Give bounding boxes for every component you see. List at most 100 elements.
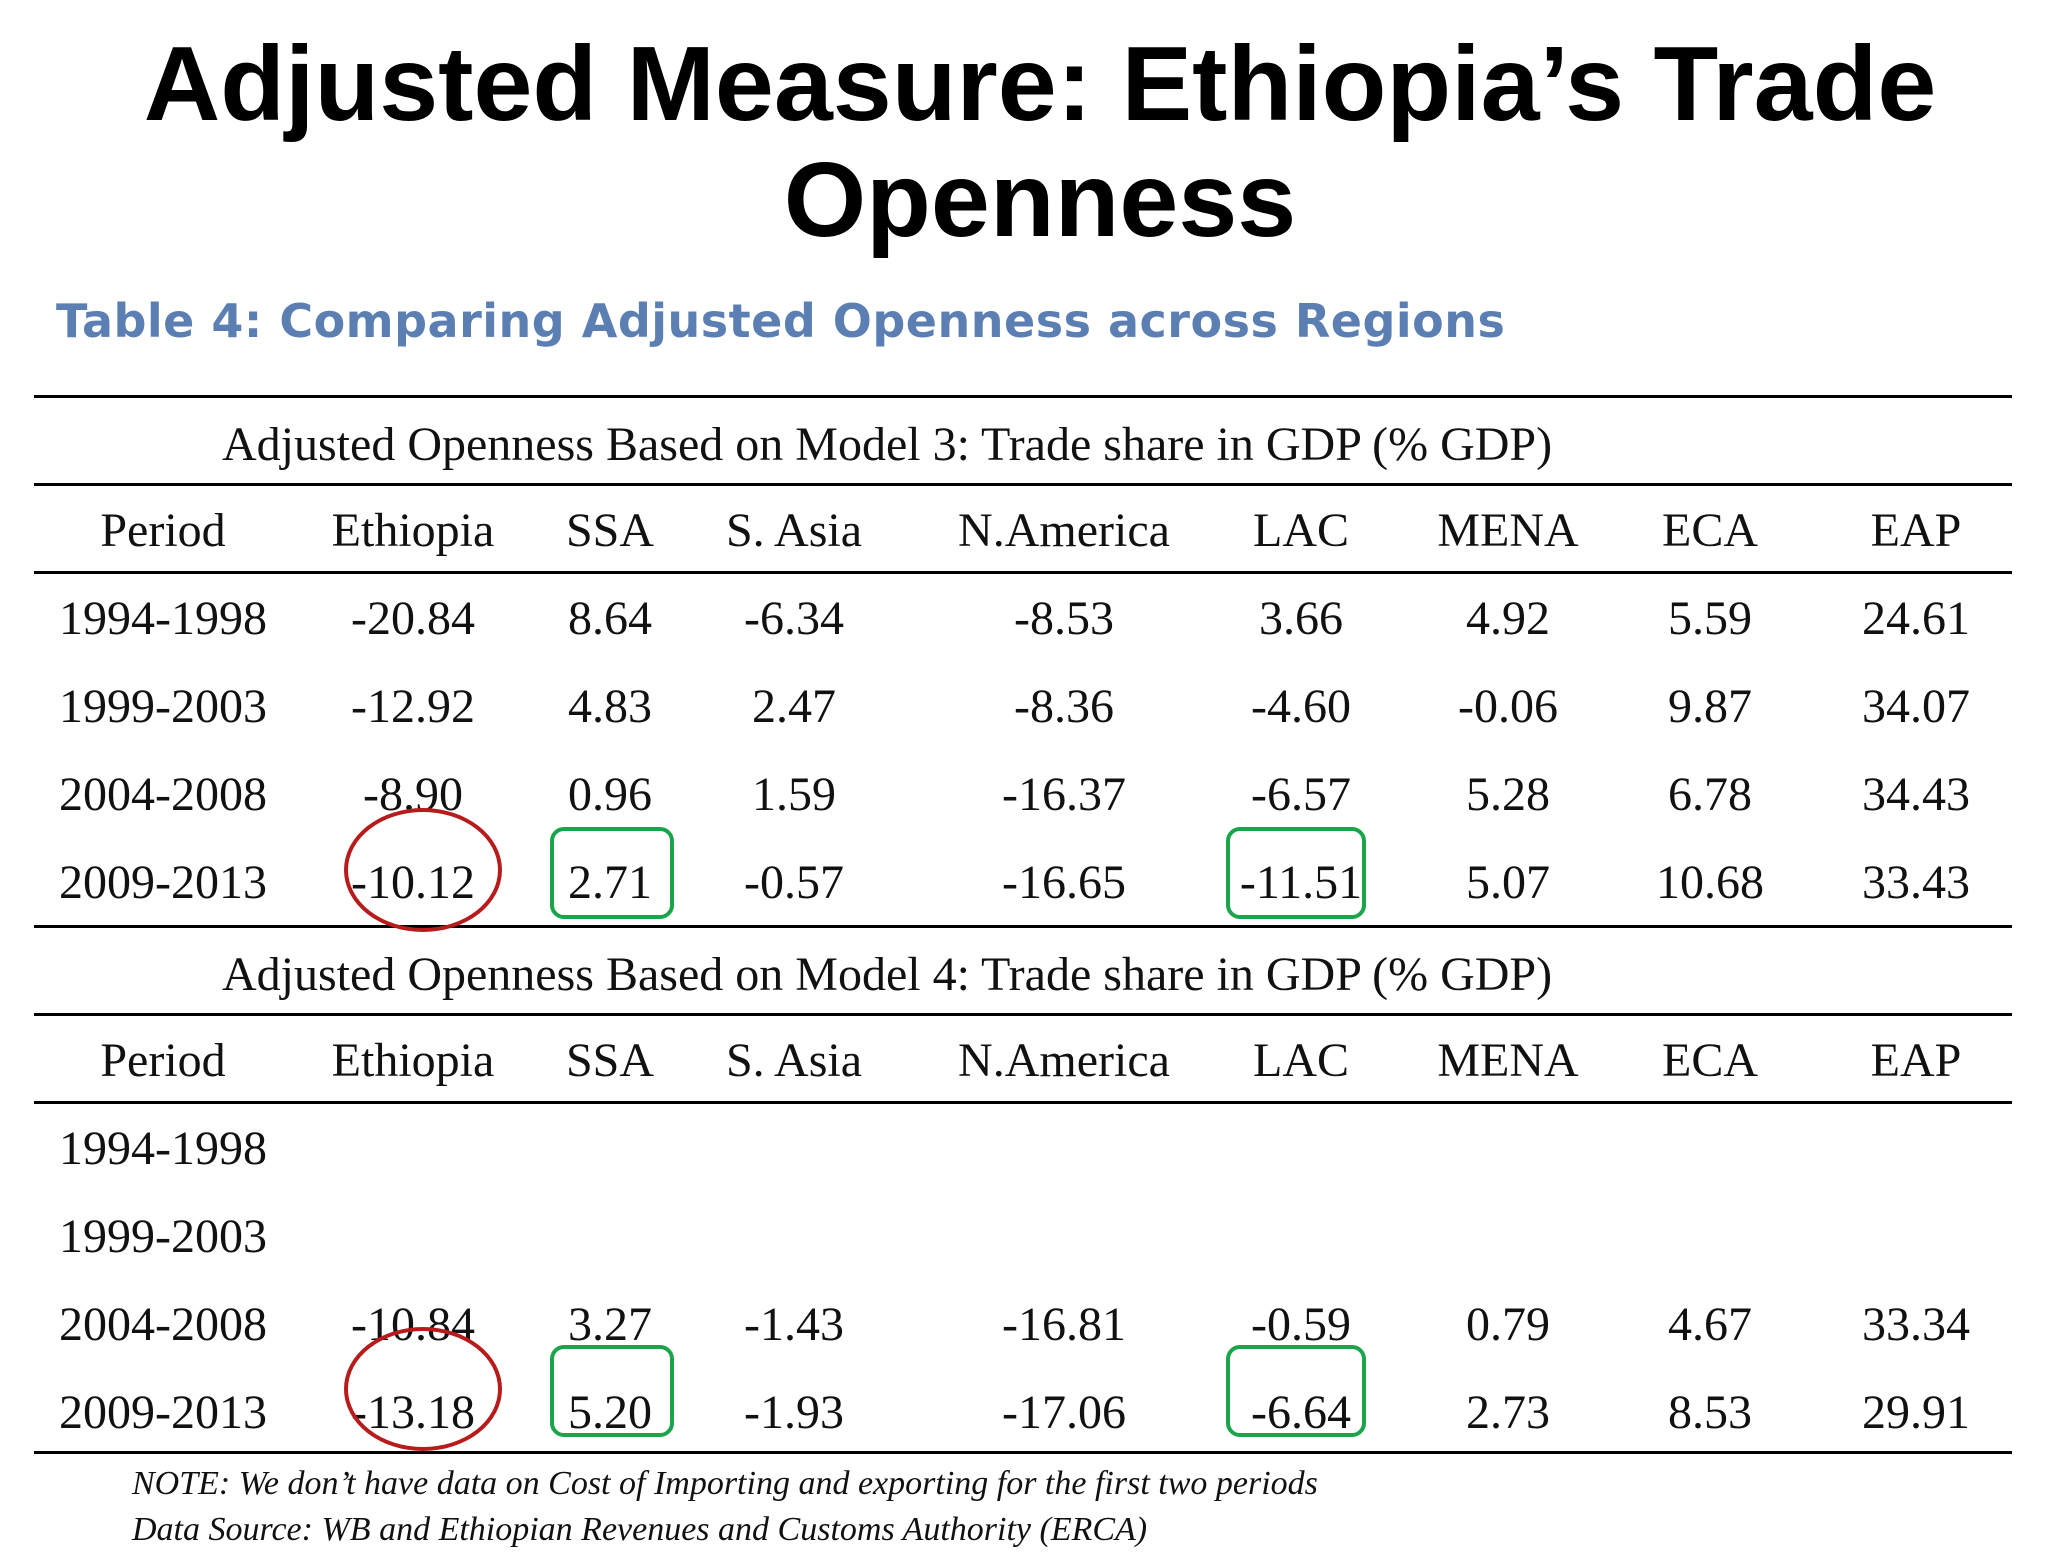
ssa-highlight-box xyxy=(550,1345,674,1437)
panel-1-column-header-row: Period Ethiopia SSA S. Asia N.America LAC MENA… xyxy=(0,487,2048,575)
column-header: Period xyxy=(100,504,226,557)
table-caption: Table 4: Comparing Adjusted Openness acr… xyxy=(56,294,1506,348)
slide-title: Adjusted Measure: Ethiopia’s Trade Openn… xyxy=(0,26,2048,258)
value-cell: 1.59 xyxy=(752,768,836,821)
value-cell: 10.68 xyxy=(1656,856,1764,909)
value-cell: 0.79 xyxy=(1466,1298,1550,1351)
table-row: 1994-1998 xyxy=(0,1105,2048,1193)
data-source: Data Source: WB and Ethiopian Revenues a… xyxy=(132,1511,1148,1548)
period-cell: 1994-1998 xyxy=(59,592,267,645)
value-cell: 2.73 xyxy=(1466,1386,1550,1439)
value-cell: -6.57 xyxy=(1251,768,1351,821)
column-header: MENA xyxy=(1437,1034,1579,1087)
value-cell: 4.83 xyxy=(568,680,652,733)
value-cell: -12.92 xyxy=(351,680,475,733)
value-cell: -8.53 xyxy=(1014,592,1114,645)
value-cell: -0.57 xyxy=(744,856,844,909)
value-cell: 8.53 xyxy=(1668,1386,1752,1439)
panel-2-heading-rule xyxy=(34,1013,2012,1016)
value-cell: -16.37 xyxy=(1002,768,1126,821)
column-header: ECA xyxy=(1662,504,1758,557)
column-header: N.America xyxy=(958,504,1170,557)
value-cell: -11.51 xyxy=(1239,856,1363,909)
value-cell: 6.78 xyxy=(1668,768,1752,821)
column-header: S. Asia xyxy=(725,1034,863,1087)
column-header: Ethiopia xyxy=(331,504,495,557)
value-cell: -1.43 xyxy=(744,1298,844,1351)
lac-highlight-box xyxy=(1226,827,1366,919)
value-cell: 2.47 xyxy=(752,680,836,733)
panel-1-header-rule xyxy=(34,571,2012,574)
column-header: Period xyxy=(100,1034,226,1087)
value-cell: -0.59 xyxy=(1251,1298,1351,1351)
table-row: 2004-2008 -8.90 0.96 1.59 -16.37 -6.57 5.28 6.7… xyxy=(0,751,2048,839)
table-row: 1994-1998 -20.84 8.64 -6.34 -8.53 3.66 4.92 5.5… xyxy=(0,575,2048,663)
column-header: S. Asia xyxy=(725,504,863,557)
value-cell: 2.71 xyxy=(568,856,652,909)
column-header: SSA xyxy=(565,504,655,557)
panel-1-heading: Adjusted Openness Based on Model 3: Trad… xyxy=(222,418,1553,471)
table-row: 1999-2003 -12.92 4.83 2.47 -8.36 -4.60 -0.06 9.… xyxy=(0,663,2048,751)
column-header: EAP xyxy=(1870,504,1962,557)
period-cell: 2004-2008 xyxy=(59,1298,267,1351)
value-cell: 8.64 xyxy=(568,592,652,645)
value-cell: 4.92 xyxy=(1466,592,1550,645)
period-cell: 1994-1998 xyxy=(59,1122,267,1175)
value-cell: 3.27 xyxy=(568,1298,652,1351)
column-header: ECA xyxy=(1662,1034,1758,1087)
value-cell: 29.91 xyxy=(1862,1386,1970,1439)
column-header: Ethiopia xyxy=(331,1034,495,1087)
table-row: 1999-2003 xyxy=(0,1193,2048,1281)
lac-highlight-box xyxy=(1226,1345,1366,1437)
ethiopia-highlight-circle xyxy=(344,1327,502,1451)
period-cell: 2009-2013 xyxy=(59,1386,267,1439)
column-header: EAP xyxy=(1870,1034,1962,1087)
period-cell: 1999-2003 xyxy=(59,680,267,733)
table-note: NOTE: We don’t have data on Cost of Impo… xyxy=(132,1465,1318,1502)
column-header: LAC xyxy=(1253,504,1349,557)
value-cell: 34.07 xyxy=(1862,680,1970,733)
value-cell: 5.59 xyxy=(1668,592,1752,645)
period-cell: 2009-2013 xyxy=(59,856,267,909)
period-cell: 1999-2003 xyxy=(59,1210,267,1263)
slide-title-line-1: Adjusted Measure: Ethiopia’s Trade xyxy=(143,25,1937,143)
table-row: 2004-2008 -10.84 3.27 -1.43 -16.81 -0.59 0.79 4… xyxy=(0,1281,2048,1369)
value-cell: -6.34 xyxy=(744,592,844,645)
value-cell: -17.06 xyxy=(1002,1386,1126,1439)
table-row: 2009-2013 -10.12 2.71 -0.57 -16.65 -11.51 5.07… xyxy=(0,839,2048,927)
value-cell: -1.93 xyxy=(744,1386,844,1439)
column-header: SSA xyxy=(565,1034,655,1087)
value-cell: 9.87 xyxy=(1668,680,1752,733)
value-cell: 24.61 xyxy=(1862,592,1970,645)
ethiopia-highlight-circle xyxy=(344,808,502,932)
column-header: N.America xyxy=(958,1034,1170,1087)
column-header: LAC xyxy=(1253,1034,1349,1087)
ssa-highlight-box xyxy=(550,827,674,919)
value-cell: -4.60 xyxy=(1251,680,1351,733)
value-cell: -16.65 xyxy=(1002,856,1126,909)
value-cell: 34.43 xyxy=(1862,768,1970,821)
value-cell: -6.64 xyxy=(1251,1386,1351,1439)
value-cell: 5.20 xyxy=(568,1386,652,1439)
value-cell: -16.81 xyxy=(1002,1298,1126,1351)
panel-2-column-header-row: Period Ethiopia SSA S. Asia N.America LAC MENA… xyxy=(0,1017,2048,1105)
column-header: MENA xyxy=(1437,504,1579,557)
panel-1-heading-rule xyxy=(34,483,2012,486)
value-cell: 33.34 xyxy=(1862,1298,1970,1351)
table-bottom-rule xyxy=(34,1451,2012,1454)
value-cell: 0.96 xyxy=(568,768,652,821)
period-cell: 2004-2008 xyxy=(59,768,267,821)
value-cell: 5.28 xyxy=(1466,768,1550,821)
value-cell: -20.84 xyxy=(351,592,475,645)
panel-2-heading: Adjusted Openness Based on Model 4: Trad… xyxy=(222,948,1553,1001)
slide-title-line-2: Openness xyxy=(783,141,1297,259)
value-cell: 4.67 xyxy=(1668,1298,1752,1351)
panel-1-top-rule xyxy=(34,395,2012,398)
value-cell: 5.07 xyxy=(1466,856,1550,909)
value-cell: -8.36 xyxy=(1014,680,1114,733)
table-row: 2009-2013 -13.18 5.20 -1.93 -17.06 -6.64 2.73 8… xyxy=(0,1369,2048,1457)
panel-2-top-rule xyxy=(34,925,2012,928)
value-cell: 3.66 xyxy=(1259,592,1343,645)
value-cell: 33.43 xyxy=(1862,856,1970,909)
value-cell: -0.06 xyxy=(1458,680,1558,733)
